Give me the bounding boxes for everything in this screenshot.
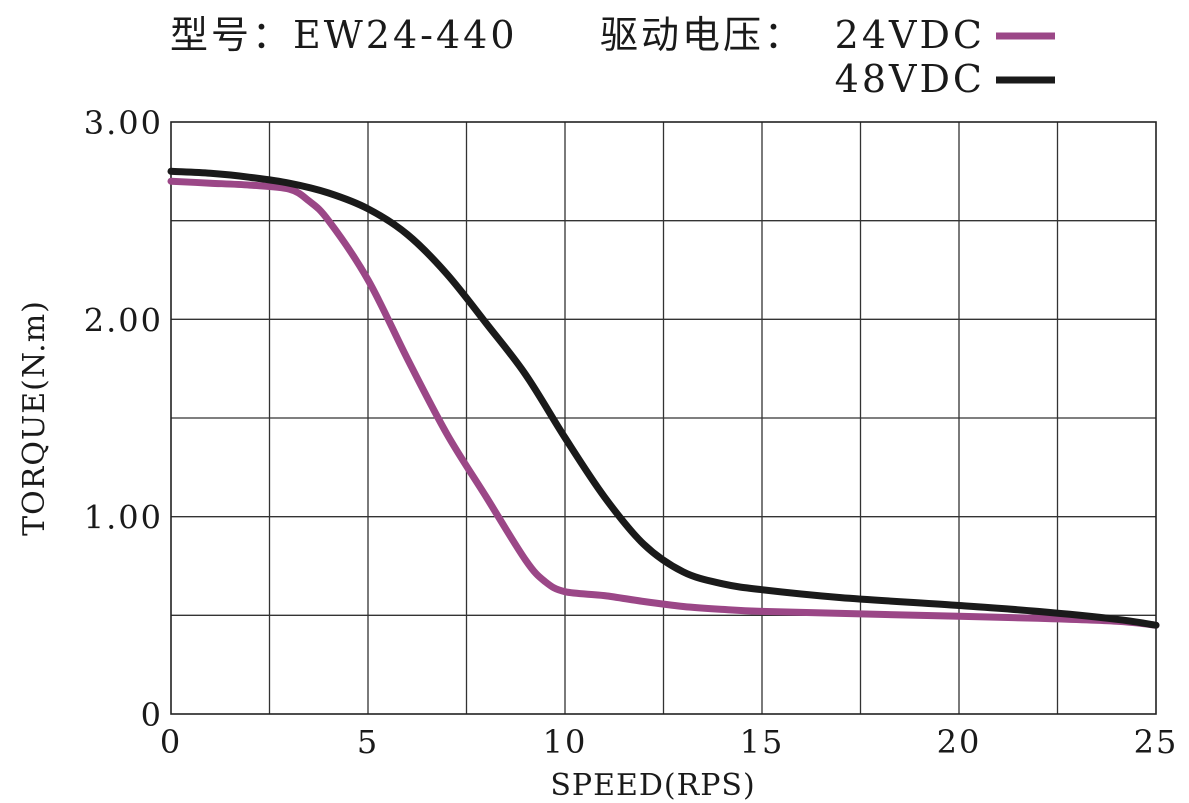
chart-title: 型号：EW24-440 xyxy=(170,13,518,57)
x-tick-label: 5 xyxy=(357,723,379,761)
x-tick-label: 15 xyxy=(740,723,785,761)
x-tick-label: 25 xyxy=(1134,723,1179,761)
y-axis-label: TORQUE(N.m) xyxy=(17,300,52,536)
tick-layer: 0 5 10 15 20 25 0 1.00 2.00 3.00 xyxy=(84,104,1179,761)
y-tick-label: 1.00 xyxy=(84,499,163,537)
x-tick-label: 20 xyxy=(937,723,982,761)
x-axis-label: SPEED(RPS) xyxy=(550,768,755,803)
y-tick-label: 2.00 xyxy=(84,301,163,339)
plot-frame xyxy=(170,121,1157,715)
y-tick-label: 3.00 xyxy=(84,104,163,142)
x-tick-label: 10 xyxy=(543,723,588,761)
series-line-48vdc xyxy=(167,167,1160,629)
series-line-24vdc xyxy=(167,177,1160,629)
legend-label-48vdc: 48VDC xyxy=(835,57,985,101)
legend-label-24vdc: 24VDC xyxy=(835,13,985,57)
y-tick-label: 0 xyxy=(141,696,163,734)
chart-subtitle: 驱动电压： xyxy=(600,13,805,57)
series-layer xyxy=(167,167,1160,629)
x-tick-label: 0 xyxy=(160,723,182,761)
